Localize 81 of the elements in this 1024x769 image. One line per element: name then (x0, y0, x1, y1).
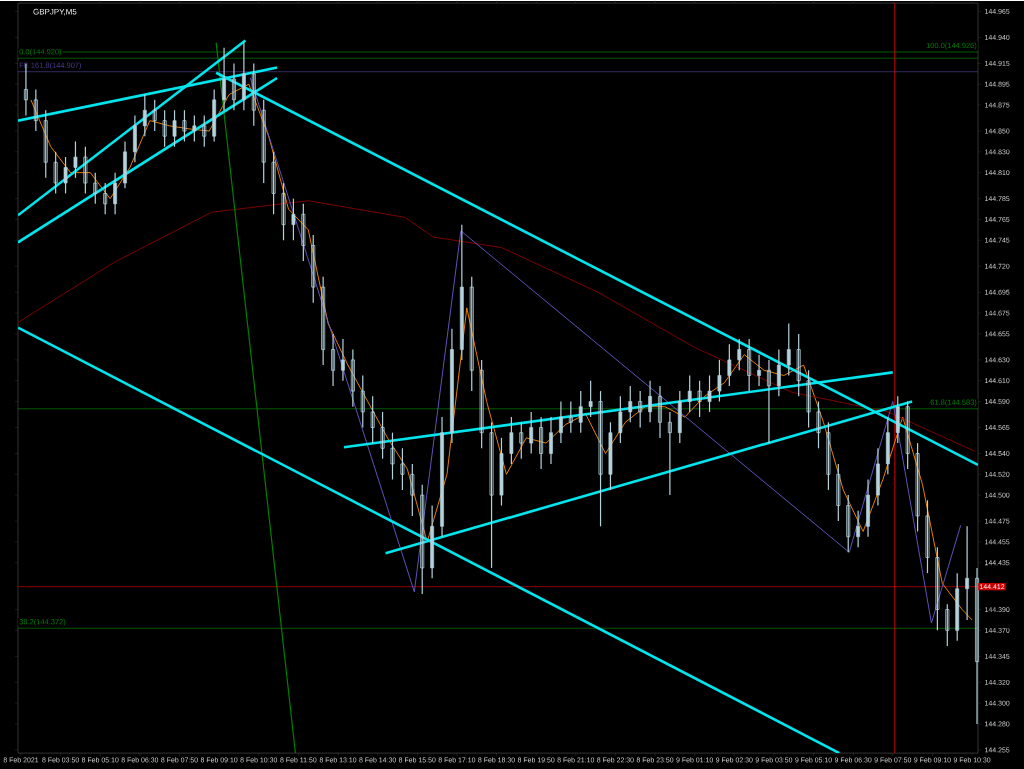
candlestick (776, 348, 781, 397)
candlestick (648, 380, 652, 423)
candlestick (331, 333, 336, 387)
candlestick (687, 374, 692, 413)
candlestick (232, 62, 236, 111)
candlestick (628, 385, 633, 423)
candlestick (281, 182, 286, 241)
candlestick (796, 333, 801, 397)
candlestick (152, 99, 157, 132)
candlestick (658, 385, 662, 439)
candlestick (975, 567, 979, 725)
candlestick (400, 447, 405, 491)
candlestick (53, 151, 58, 194)
candlestick (271, 151, 276, 215)
candlestick (905, 400, 910, 470)
candlestick (73, 140, 78, 179)
candlestick (856, 510, 861, 548)
candlestick (737, 338, 742, 371)
candlestick (341, 338, 345, 382)
candlestick (291, 198, 296, 241)
candlestick (559, 400, 563, 444)
candlestick (420, 484, 425, 595)
candlestick (707, 374, 712, 413)
candlestick (390, 432, 395, 481)
candlestick (103, 182, 108, 215)
candlestick (925, 499, 930, 574)
candlestick (469, 276, 474, 392)
candlestick (370, 395, 375, 444)
candlestick (350, 348, 355, 408)
candlestick (588, 380, 593, 418)
candlestick (836, 463, 841, 522)
candlestick (311, 234, 316, 304)
candlestick (202, 114, 207, 148)
candlestick (816, 400, 821, 449)
candlestick (63, 156, 68, 194)
candlestick (747, 338, 752, 392)
candlestick (321, 276, 326, 366)
candlestick (182, 109, 187, 142)
candlestick (578, 390, 583, 434)
candlestick (529, 411, 534, 455)
candlestick (43, 109, 48, 179)
candlestick (519, 421, 524, 460)
candlestick (539, 416, 544, 470)
candlestick (757, 354, 761, 387)
candlestick (598, 390, 603, 527)
candlestick (826, 421, 831, 491)
candlestick (697, 380, 702, 418)
candlestick (509, 416, 514, 465)
candlestick (301, 203, 306, 262)
candlestick (549, 416, 553, 465)
candlestick (261, 99, 266, 184)
candlestick (717, 359, 722, 403)
candlestick (618, 395, 623, 444)
candlestick (479, 359, 484, 449)
candlestick (162, 109, 167, 148)
candlestick (786, 322, 791, 377)
candlestick (806, 369, 811, 429)
candlestick (638, 390, 643, 429)
candlestick (766, 359, 771, 444)
candlestick (935, 546, 940, 631)
candlestick (192, 114, 197, 142)
candlestick (142, 93, 147, 137)
candlestick (360, 374, 365, 429)
candlestick (568, 400, 573, 434)
candlestick (380, 411, 385, 460)
candlestick (727, 343, 732, 387)
candlestick (667, 411, 672, 496)
candlestick (945, 603, 950, 647)
candlestick (915, 442, 920, 533)
candlestick (172, 109, 177, 148)
candlestick (489, 421, 494, 569)
line-series (18, 200, 976, 452)
candlestick (222, 47, 226, 111)
candlestick (410, 463, 415, 517)
candlestick (965, 525, 969, 621)
candlestick (113, 172, 117, 215)
candlestick (251, 62, 256, 127)
candlestick (33, 88, 38, 132)
candlestick (83, 145, 88, 194)
candlestick (846, 494, 851, 553)
candlestick (93, 172, 98, 205)
